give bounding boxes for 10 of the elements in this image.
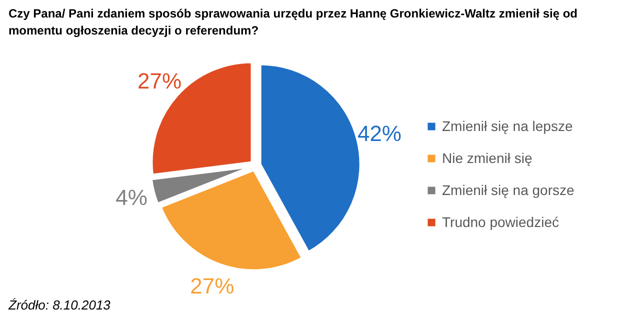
legend-label: Zmienił się na gorsze: [442, 182, 574, 198]
data-label: 27%: [190, 273, 234, 298]
legend-label: Nie zmienił się: [442, 150, 532, 166]
data-label: 27%: [137, 68, 182, 94]
legend-label: Trudno powiedzieć: [442, 214, 559, 230]
text: Źródło: 8.10.2013: [8, 298, 112, 312]
chart-title: Czy Pana/ Pani zdaniem sposób sprawowania urzędu przez Hannę Gronkiewicz-Waltz zmienił się od momentu ogłoszenia decyzji o referendum?: [8, 6, 578, 38]
data-label: 4%: [116, 184, 148, 210]
data-label: 42%: [357, 121, 402, 146]
legend-label: Zmienił się na lepsze: [442, 118, 573, 134]
